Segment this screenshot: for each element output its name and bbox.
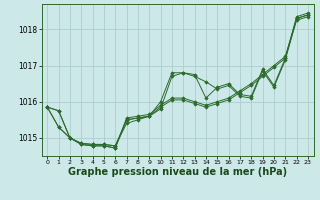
X-axis label: Graphe pression niveau de la mer (hPa): Graphe pression niveau de la mer (hPa) (68, 167, 287, 177)
